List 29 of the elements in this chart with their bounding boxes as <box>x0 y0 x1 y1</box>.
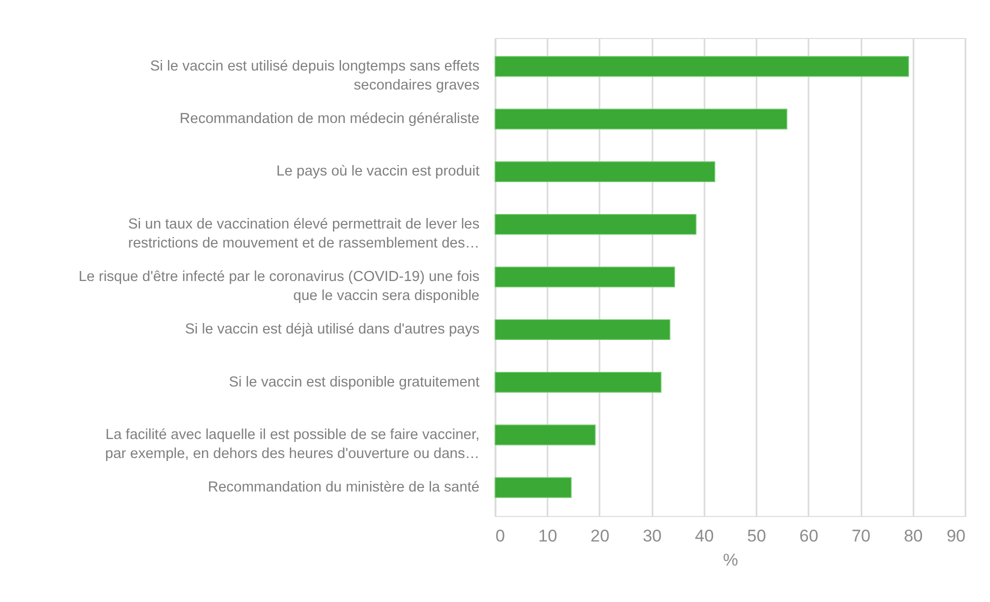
x-tick-label: 30 <box>642 526 662 546</box>
y-tick-label: Recommandation de mon médecin généraliste <box>180 111 480 128</box>
y-tick-label: Recommandation du ministère de la santé <box>208 480 480 496</box>
x-tick-label: 90 <box>946 526 966 546</box>
y-tick-label: Si le vaccin est déjà utilisé dans d'autres pays <box>184 322 480 338</box>
x-tick-label: 70 <box>852 526 871 546</box>
x-tick-label: 10 <box>538 526 558 546</box>
bar <box>494 372 662 393</box>
x-tick-label: 50 <box>747 526 766 546</box>
y-tick-label: La facilité avec laquelle il est possible de se faire vacciner, par exemple, en dehors des heures d'ouverture ou dans… <box>105 426 480 462</box>
bar <box>494 161 716 182</box>
x-tick-label: 40 <box>694 526 714 546</box>
bar <box>494 319 670 340</box>
y-tick-label: Si le vaccin est utilisé depuis longtemps sans effets secondaires graves <box>150 58 480 94</box>
x-tick-label: 0 <box>496 526 505 546</box>
x-tick-label: 60 <box>799 526 818 546</box>
bar <box>494 108 788 130</box>
bar <box>494 424 596 446</box>
x-axis-title: % <box>722 550 738 570</box>
y-tick-label: Le pays où le vaccin est produit <box>276 164 480 180</box>
bar <box>494 56 909 77</box>
y-tick-label: Si un taux de vaccination élevé permettrait de lever les restrictions de mouvement et de rassemblement des… <box>128 216 480 252</box>
y-tick-label: Le risque d'être infecté par le coronavirus (COVID-19) une fois que le vaccin sera disponible <box>78 269 480 304</box>
x-tick-label: 20 <box>590 526 610 546</box>
bar <box>494 477 572 498</box>
bar <box>494 214 696 235</box>
y-tick-label: Si le vaccin est disponible gratuitement <box>228 374 480 390</box>
x-tick-label: 80 <box>904 526 923 546</box>
bar <box>494 266 676 288</box>
